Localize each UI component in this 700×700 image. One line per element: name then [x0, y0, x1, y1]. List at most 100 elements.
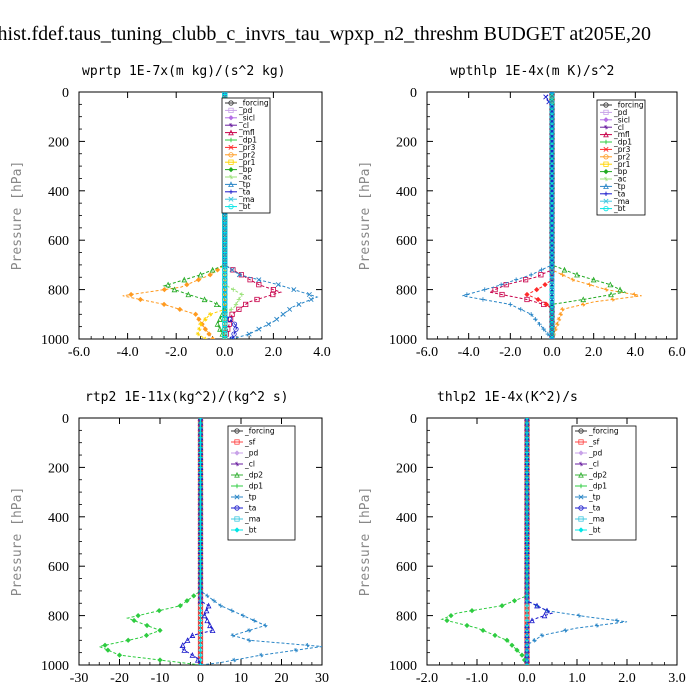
series-marker-tp [211, 598, 217, 603]
series-marker-dp1 [519, 652, 525, 658]
series-marker-bt [198, 608, 203, 613]
series-marker-pr1 [208, 312, 213, 317]
x-tick-label: -6.0 [416, 345, 438, 360]
series-marker-ta [205, 602, 212, 609]
series-marker-bt [524, 504, 530, 510]
legend-label: _ta [613, 189, 625, 198]
series-marker-mfl [236, 306, 242, 312]
panel-4: thlp2 1E-4x(K^2)/s Pressure [hPa] -2.0 -1.0… [358, 390, 686, 686]
series-marker-bt [549, 316, 555, 322]
series-marker-ta [201, 612, 208, 619]
panel-title: wpthlp 1E-4x(m K)/s^2 [450, 64, 614, 79]
legend-marker [578, 494, 584, 500]
legend-marker [228, 152, 234, 158]
legend-marker [234, 505, 240, 511]
series-marker-ta [534, 602, 540, 609]
x-tick-label: -6.0 [68, 345, 90, 360]
series-marker-bt [549, 212, 555, 219]
y-tick-label: 1000 [389, 333, 417, 348]
series-marker-bt [198, 430, 203, 436]
series-marker-bt [198, 494, 203, 500]
series-marker-dp1 [177, 603, 183, 609]
y-tick-label: 1000 [389, 659, 417, 674]
series-marker-tp [532, 638, 537, 643]
series-group [122, 92, 319, 339]
legend-label: _pr2 [238, 150, 256, 159]
legend-label: _dp2 [244, 471, 263, 480]
series-marker-bt [524, 509, 530, 515]
series-marker-bt [549, 109, 555, 115]
series-marker-bp [608, 291, 614, 298]
series-marker-bt [198, 628, 203, 633]
series-marker-bt [549, 163, 555, 169]
series-marker-dp1 [504, 637, 510, 643]
legend-label: _cl [613, 123, 624, 132]
series-marker-pr2 [177, 306, 183, 312]
series-marker-bt [549, 198, 555, 204]
series-marker-bp [185, 291, 192, 298]
series-marker-tp [275, 282, 281, 288]
legend-label: _mfl [613, 130, 630, 139]
x-tick-label: -4.0 [458, 345, 480, 360]
series-marker-tp [287, 306, 293, 312]
legend-label: _ac [238, 173, 251, 182]
series-marker-bt [524, 480, 530, 485]
series-marker-bt [198, 480, 203, 485]
series-marker-ta [543, 94, 549, 100]
series-marker-bt [198, 499, 203, 505]
series-marker-bp [165, 281, 171, 288]
series-marker-bt [222, 331, 228, 337]
series-marker-bp [561, 266, 568, 273]
legend-marker [603, 176, 609, 182]
series-marker-tp [240, 613, 246, 618]
series-marker-bt [524, 598, 530, 603]
series-marker-bt [524, 499, 530, 505]
series-marker-bp [213, 301, 220, 308]
series-marker-bt [524, 613, 530, 618]
series-marker-dp1 [499, 603, 505, 609]
series-marker-ta [203, 607, 210, 614]
legend-label: _ma [613, 197, 630, 206]
panel-title: rtp2 1E-11x(kg^2)/(kg^2 s) [85, 390, 289, 405]
legend-label: _forcing [238, 99, 269, 108]
series-marker-bt [549, 282, 555, 288]
legend-marker [603, 146, 609, 152]
series-marker-bp [590, 276, 597, 283]
series-marker-bt [524, 628, 530, 633]
series-marker-tp [205, 593, 210, 599]
series-marker-mfl [270, 291, 276, 298]
series-marker-bt [549, 252, 555, 258]
series-marker-bt [222, 262, 228, 268]
panel-title: wprtp 1E-7x(m kg)/(s^2 kg) [82, 64, 286, 79]
y-axis-label: Pressure [hPa] [10, 161, 25, 271]
series-marker-dp1 [156, 608, 162, 614]
series-marker-bt [524, 524, 530, 529]
y-tick-label: 0 [62, 412, 69, 427]
series-group [97, 418, 322, 665]
y-tick-label: 1000 [41, 659, 69, 674]
series-marker-bt [549, 247, 555, 253]
series-marker-bt [524, 484, 530, 490]
series-marker-bt [524, 460, 530, 465]
series-marker-bt [524, 455, 530, 460]
series-marker-bt [524, 519, 530, 524]
series-marker-pr3 [543, 301, 550, 308]
series-marker-bt [524, 489, 530, 495]
legend-label: _ta [588, 504, 600, 513]
x-tick-label: 2.0 [585, 345, 603, 360]
series-marker-bt [198, 662, 203, 665]
legend-marker [228, 107, 234, 113]
series-marker-bp [171, 286, 178, 293]
series-marker-bt [198, 514, 203, 519]
series-marker-ta [231, 331, 237, 337]
series-marker-tp [576, 613, 582, 618]
y-tick-label: 200 [396, 461, 417, 476]
series-marker-bt [549, 99, 555, 105]
series-marker-pr2 [214, 267, 221, 273]
legend-label: _dp1 [244, 482, 263, 491]
series-marker-bt [524, 514, 530, 519]
series-marker-bt [222, 92, 228, 95]
legend-label: _bt [613, 204, 626, 213]
series-marker-mfl [503, 282, 509, 288]
series-marker-tp [251, 618, 257, 623]
